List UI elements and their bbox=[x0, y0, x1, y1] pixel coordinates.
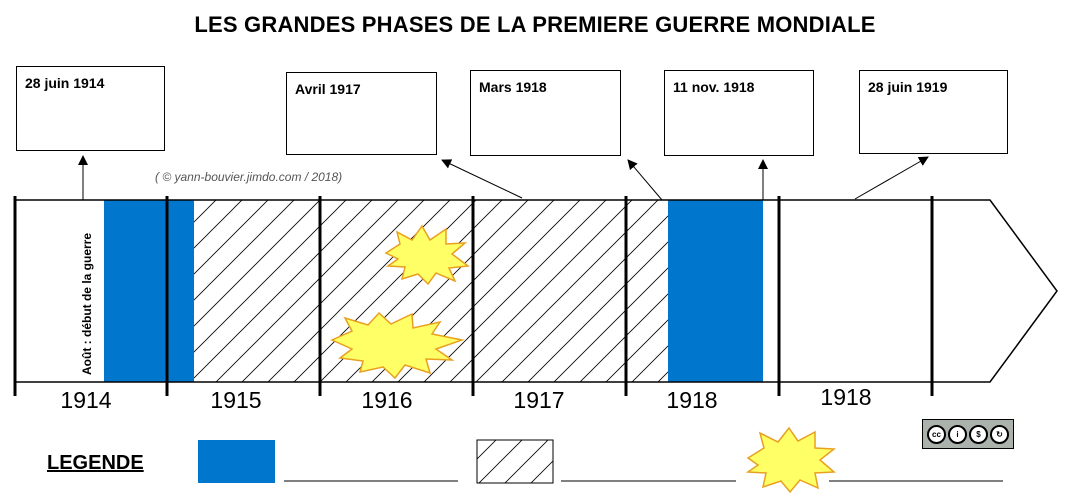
nc-icon: $ bbox=[969, 424, 988, 444]
date-box-1-label: 28 juin 1914 bbox=[25, 75, 105, 91]
arrow-to-box-2 bbox=[441, 159, 523, 199]
arrow-to-box-5 bbox=[854, 156, 929, 200]
legend-explosion-icon bbox=[745, 426, 837, 494]
year-label-1916: 1916 bbox=[361, 387, 413, 413]
legend-blue-swatch bbox=[198, 440, 275, 483]
arrow-to-box-3 bbox=[627, 159, 663, 201]
year-label-1914: 1914 bbox=[60, 387, 112, 413]
year-label-1918: 1918 bbox=[666, 387, 718, 413]
legend-label: LEGENDE bbox=[47, 452, 144, 474]
date-box-3: Mars 1918 bbox=[470, 70, 621, 156]
year-label-1915: 1915 bbox=[210, 387, 262, 413]
date-box-1: 28 juin 1914 bbox=[16, 66, 165, 151]
year-label-1917: 1917 bbox=[513, 387, 565, 413]
blue-period-1914 bbox=[104, 200, 194, 382]
war-start-note: Août : début de la guerre bbox=[80, 232, 94, 375]
date-box-4-label: 11 nov. 1918 bbox=[673, 79, 755, 95]
page-title: LES GRANDES PHASES DE LA PREMIERE GUERRE… bbox=[194, 12, 876, 37]
date-box-5: 28 juin 1919 bbox=[859, 70, 1008, 154]
blue-period-1918 bbox=[668, 200, 763, 382]
sa-icon: ↻ bbox=[990, 424, 1009, 444]
cc-license-badge[interactable]: cc i $ ↻ bbox=[922, 419, 1014, 449]
year-label-1918-end: 1918 bbox=[820, 384, 872, 410]
legend-hatch-swatch bbox=[476, 439, 554, 484]
explosion-icon bbox=[384, 224, 470, 286]
explosion-icon bbox=[330, 311, 465, 380]
date-box-2: Avril 1917 bbox=[286, 72, 437, 155]
copyright-credit: ( © yann-bouvier.jimdo.com / 2018) bbox=[155, 170, 343, 184]
date-box-3-label: Mars 1918 bbox=[479, 79, 547, 95]
by-icon: i bbox=[948, 424, 967, 444]
date-box-4: 11 nov. 1918 bbox=[664, 70, 814, 156]
year-dividers bbox=[13, 196, 934, 396]
date-box-5-label: 28 juin 1919 bbox=[868, 79, 948, 95]
date-box-2-label: Avril 1917 bbox=[295, 81, 361, 97]
cc-icon: cc bbox=[927, 424, 946, 444]
